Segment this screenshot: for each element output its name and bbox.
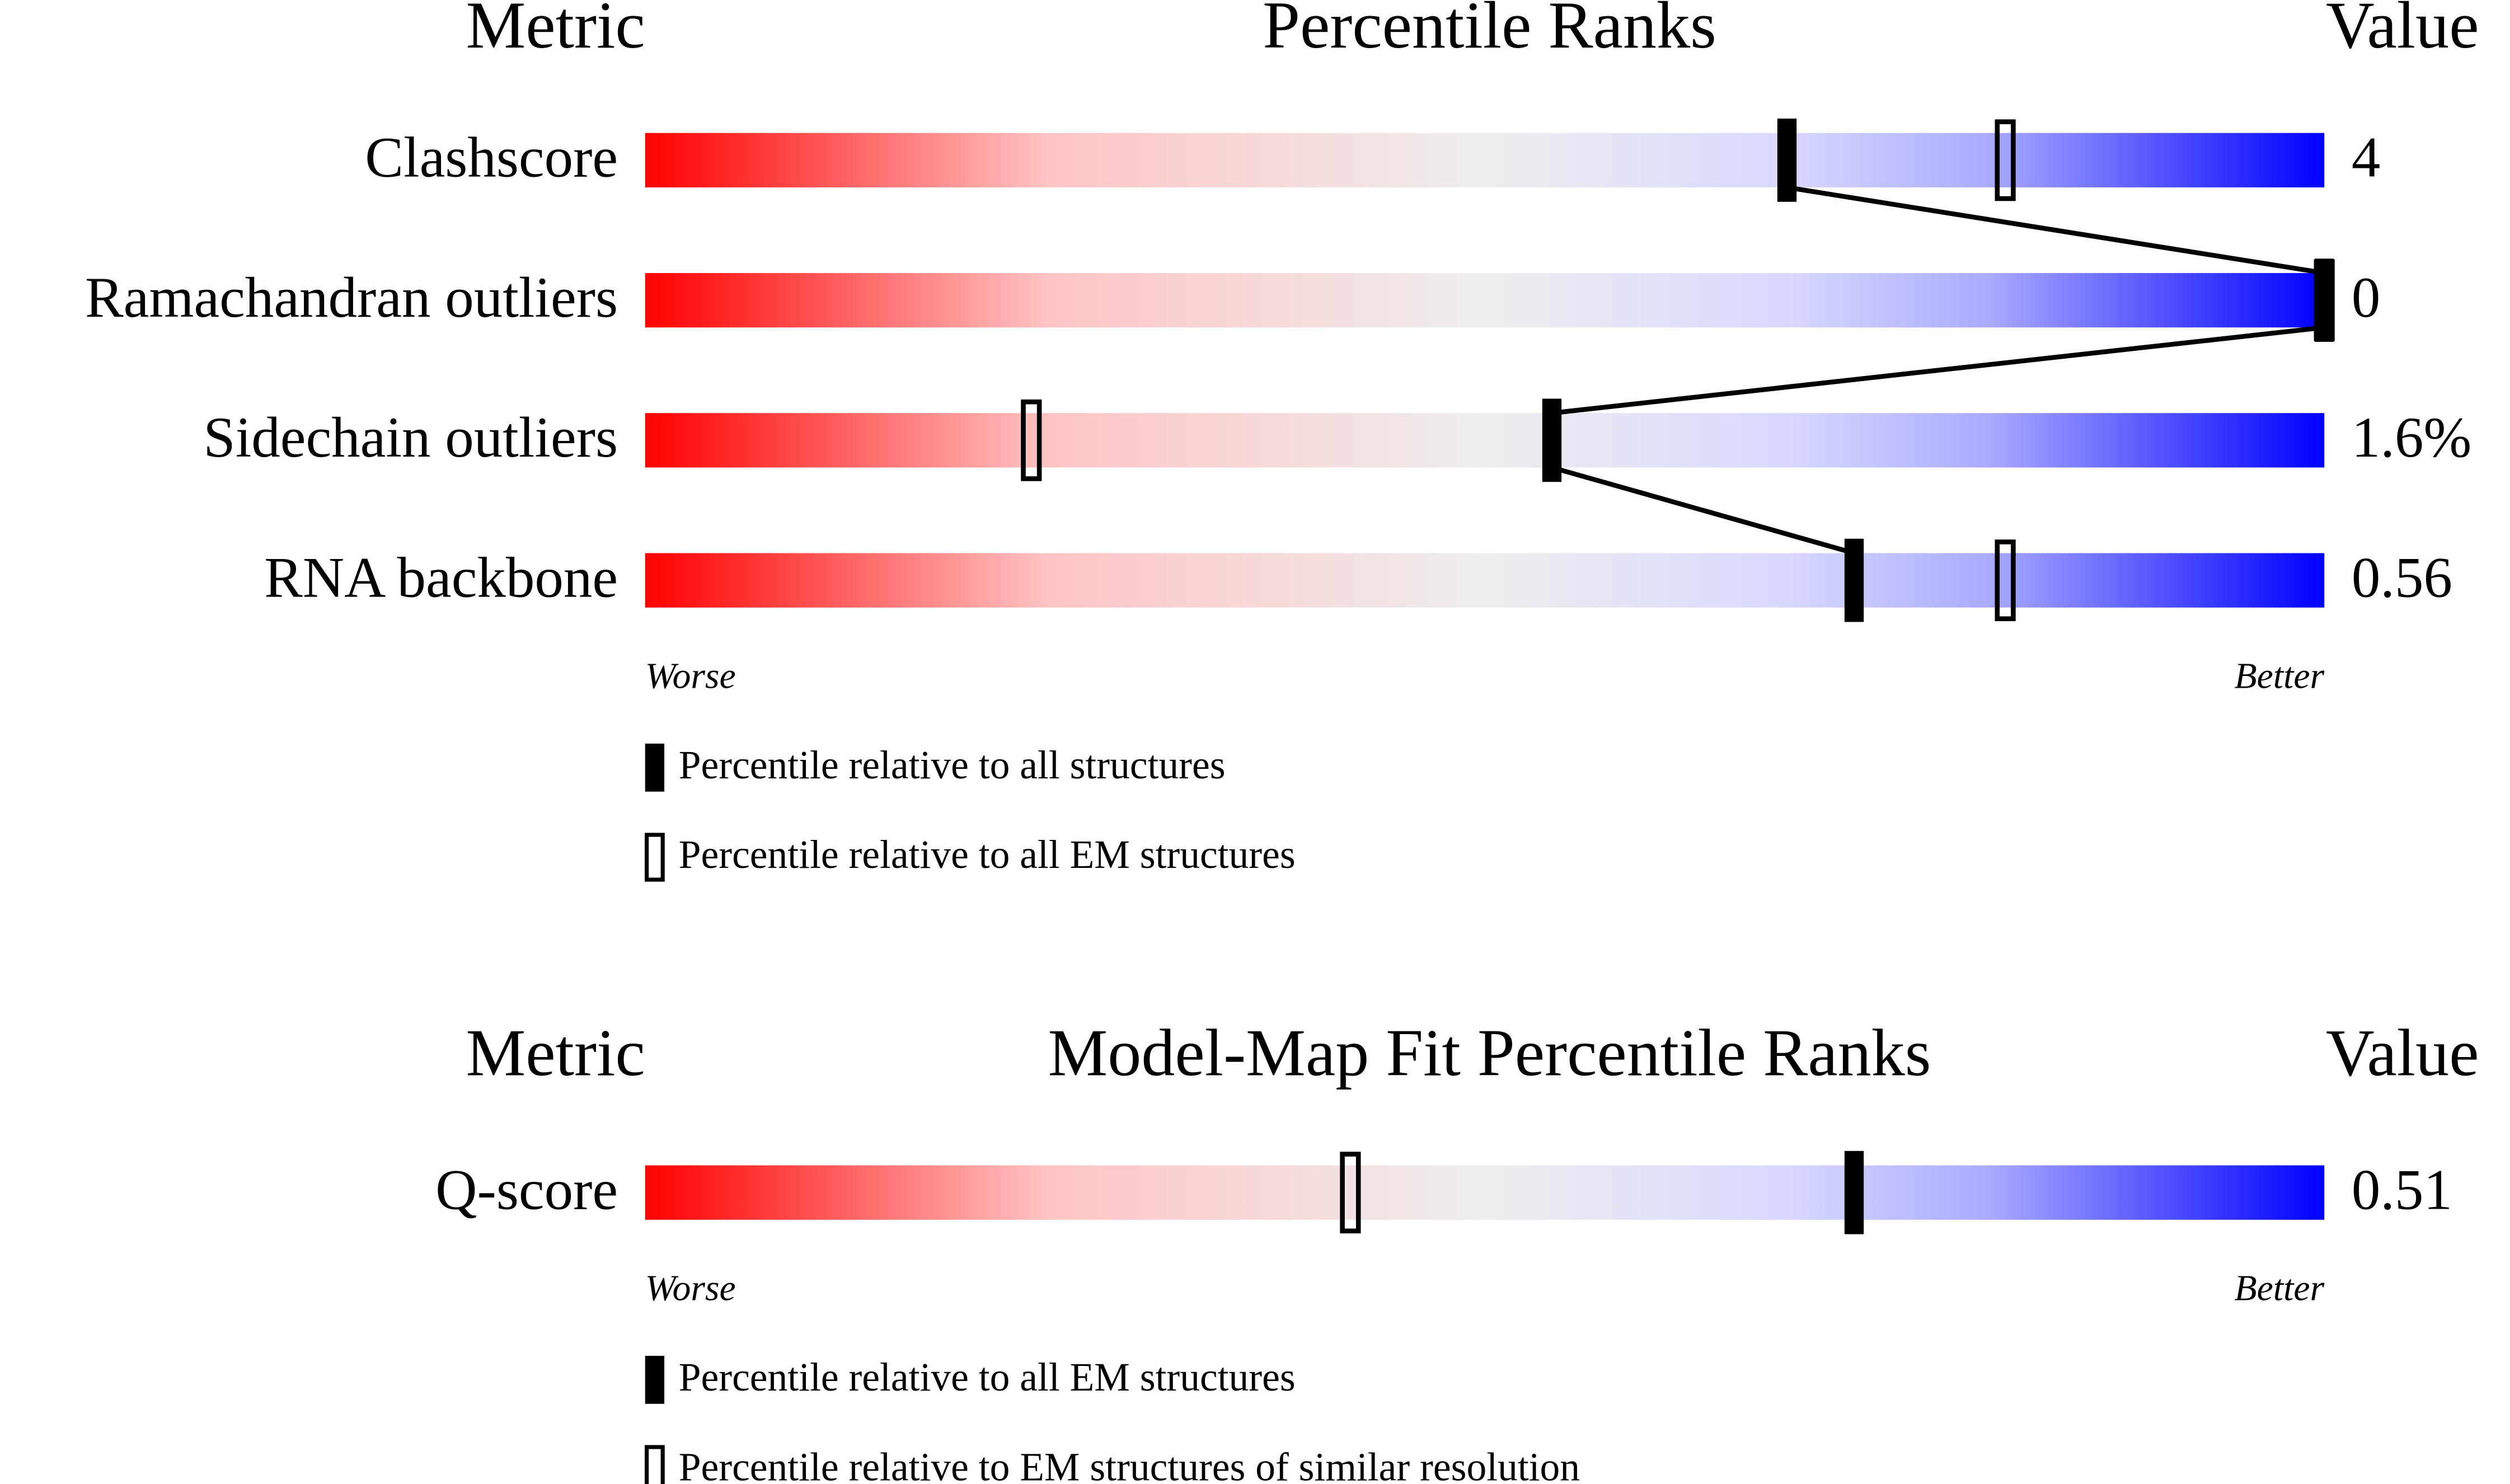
percentile-marker [2315,259,2334,342]
metric-value: 0.56 [2352,546,2452,609]
metric-value: 0.51 [2352,1158,2452,1222]
slider-bar [645,553,2325,608]
percentile-marker-open [1021,399,1042,481]
chart-title: Percentile Ranks [1263,0,1716,62]
worse-label: Worse [645,656,736,697]
legend-swatch [644,833,665,882]
percentile-marker-open [1995,119,2016,201]
value-header: Value [2326,1015,2479,1089]
legend-label: Percentile relative to all EM structures [679,833,1296,877]
metric-label: Ramachandran outliers [85,266,618,330]
legend-label: Percentile relative to all EM structures [679,1355,1296,1400]
percentile-marker-open [1340,1152,1361,1234]
metric-label: Q-score [435,1158,618,1222]
legend-swatch [645,1355,665,1404]
legend-label: Percentile relative to all structures [679,743,1226,787]
slider-bar [645,273,2325,328]
percentile-marker [1844,538,1864,622]
percentile-marker [1777,118,1797,202]
metric-label: RNA backbone [264,546,618,609]
better-label: Better [2234,656,2324,697]
worse-label: Worse [645,1268,736,1309]
percentile-marker-open [1995,539,2016,622]
metric-value: 1.6% [2352,406,2472,469]
metric-label: Sidechain outliers [203,406,618,469]
legend-swatch [644,1445,665,1484]
slider-bar [645,1165,2325,1220]
metric-header: Metric [466,0,645,62]
percentile-marker [1844,1150,1864,1234]
slider-bar [645,413,2325,468]
slider-bar [645,133,2325,187]
better-label: Better [2234,1268,2324,1309]
percentile-marker [1542,398,1562,482]
connector-line [1549,185,2327,556]
value-header: Value [2326,0,2479,62]
chart-title: Model-Map Fit Percentile Ranks [1048,1015,1931,1089]
legend-swatch [645,743,665,792]
metric-header: Metric [466,1015,645,1089]
legend-label: Percentile relative to EM structures of … [679,1445,1580,1484]
metric-value: 4 [2352,126,2380,190]
metric-label: Clashscore [365,126,618,190]
metric-value: 0 [2352,266,2380,330]
